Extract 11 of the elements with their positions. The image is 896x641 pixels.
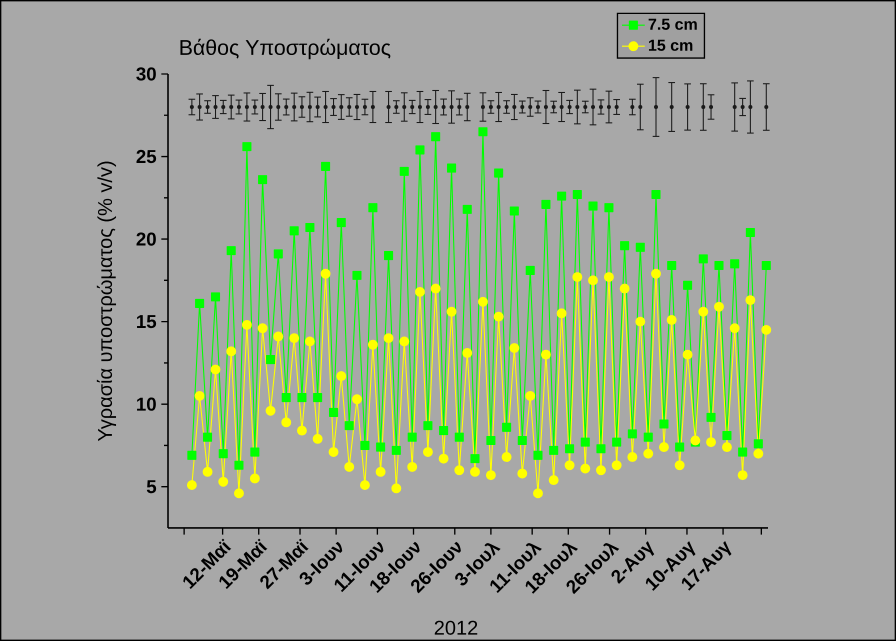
y-tick-label: 20	[136, 232, 156, 246]
legend-label: 15 cm	[648, 40, 692, 51]
y-axis-title: Υγρασία υποστρώματος (% v/v)	[96, 162, 116, 442]
x-axis-title: 2012	[434, 620, 478, 635]
y-tick-label: 10	[137, 398, 156, 411]
y-tick-label: 5	[146, 480, 156, 494]
y-tick-label: 25	[136, 150, 156, 164]
legend-label: 7.5 cm	[648, 18, 697, 30]
y-tick-label: 30	[136, 67, 156, 81]
chart-title: Βάθος Υποστρώματος	[180, 38, 390, 60]
y-tick-label: 15	[137, 315, 156, 328]
